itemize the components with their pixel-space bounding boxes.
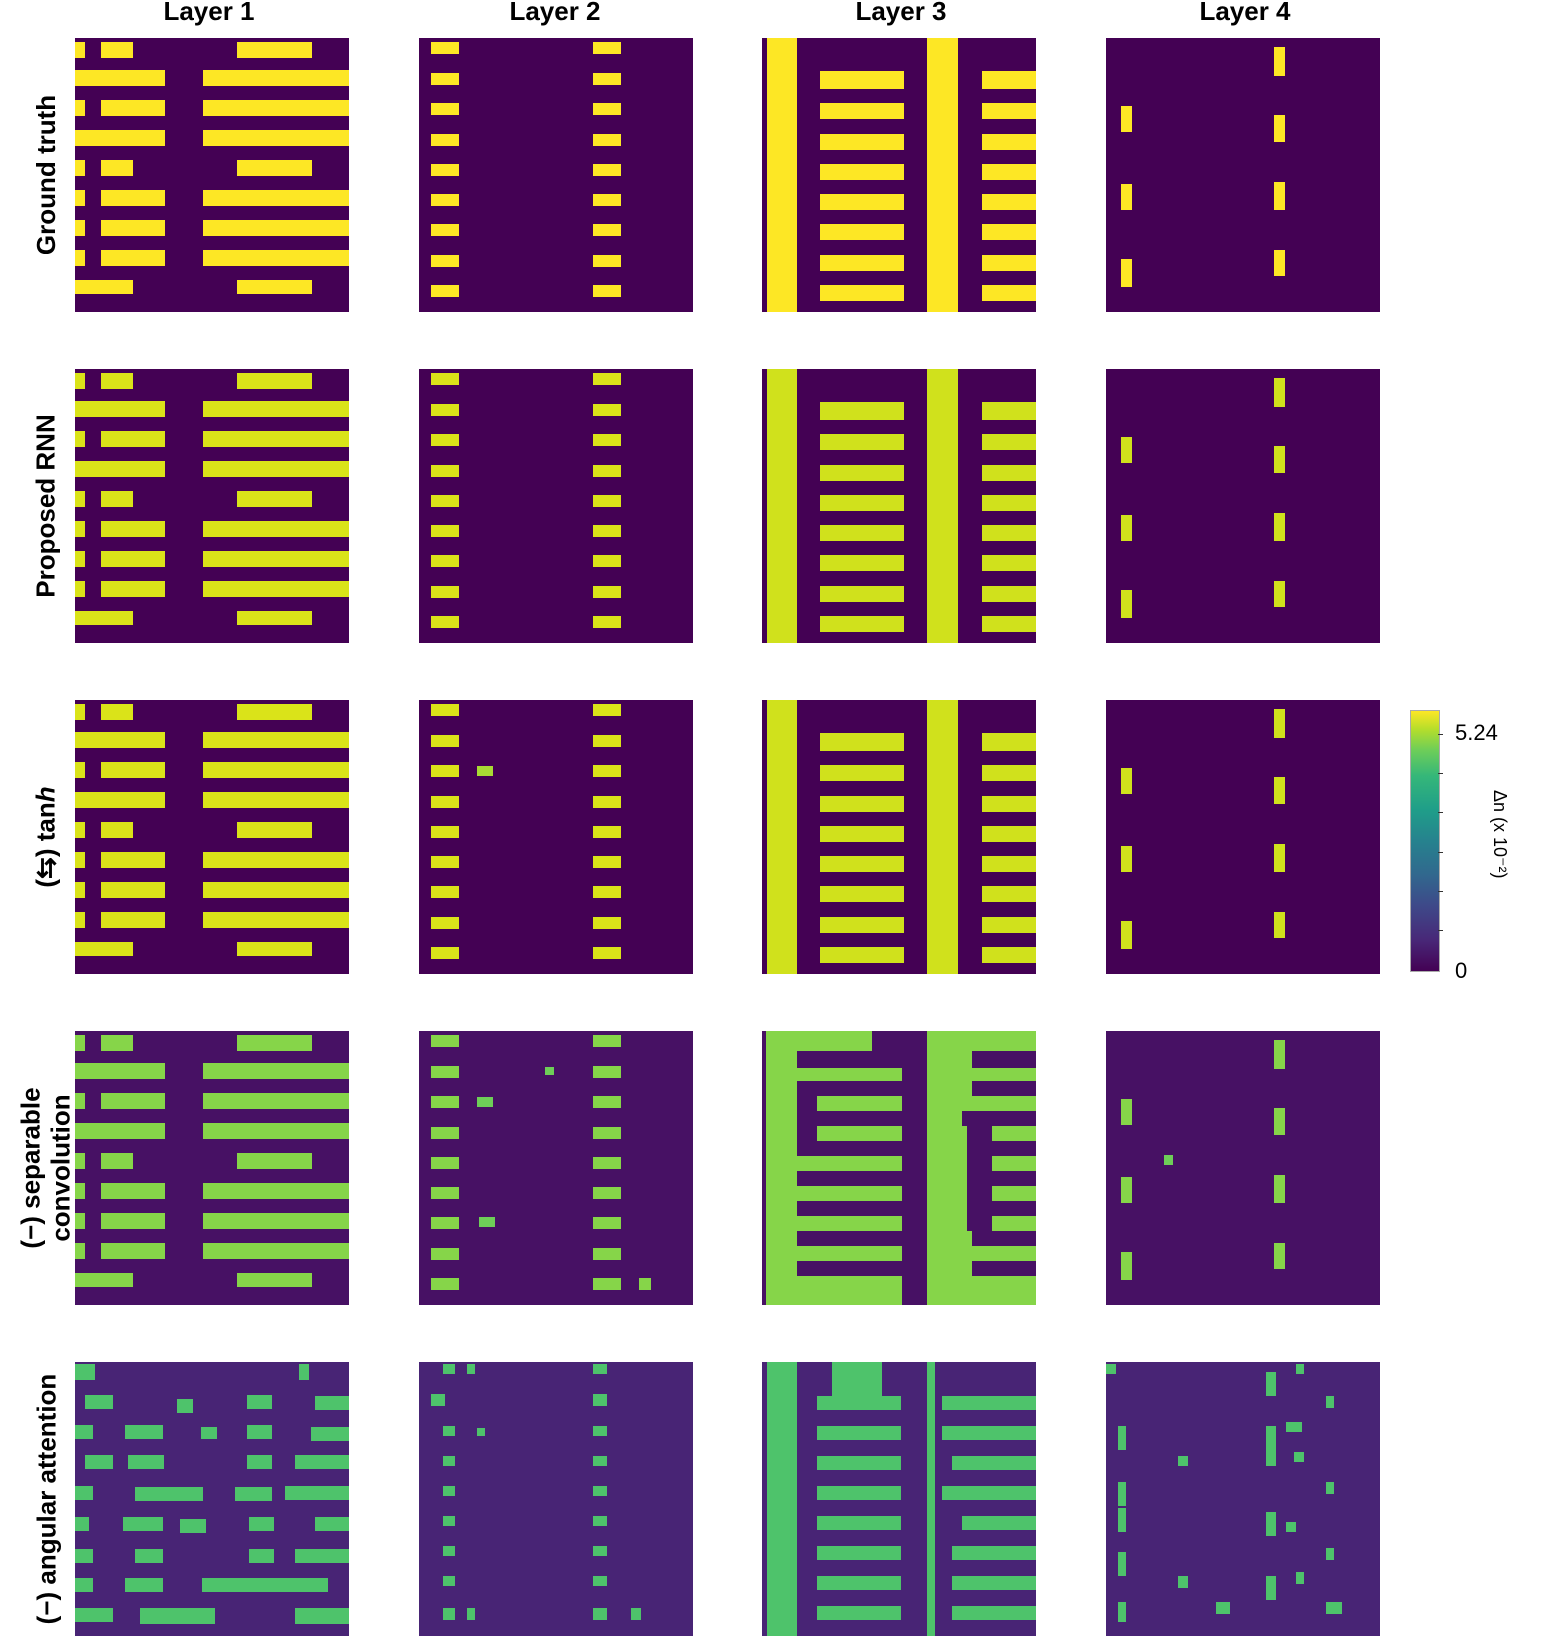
column-title-layer-1: Layer 1 xyxy=(163,0,255,26)
panel-tanh-layer-2 xyxy=(419,700,693,974)
panel-proposed-rnn-layer-2 xyxy=(419,369,693,643)
panel-angular-attention-layer-4 xyxy=(1106,1362,1380,1636)
panel-tanh-layer-3 xyxy=(762,700,1036,974)
panel-angular-attention-layer-2 xyxy=(419,1362,693,1636)
column-title-layer-2: Layer 2 xyxy=(509,0,601,26)
panel-ground-truth-layer-3 xyxy=(762,38,1036,312)
panel-tanh-layer-4 xyxy=(1106,700,1380,974)
panel-proposed-rnn-layer-1 xyxy=(75,369,349,643)
column-title-layer-3: Layer 3 xyxy=(855,0,947,26)
colorbar-tick xyxy=(1438,891,1443,892)
colorbar-tick xyxy=(1438,930,1443,931)
panel-ground-truth-layer-2 xyxy=(419,38,693,312)
panel-tanh-layer-1 xyxy=(75,700,349,974)
column-title-layer-4: Layer 4 xyxy=(1199,0,1291,26)
panel-angular-attention-layer-1 xyxy=(75,1362,349,1636)
colorbar xyxy=(1410,710,1440,972)
panel-separable-convolution-layer-4 xyxy=(1106,1031,1380,1305)
panel-separable-convolution-layer-1 xyxy=(75,1031,349,1305)
panel-separable-convolution-layer-2 xyxy=(419,1031,693,1305)
panel-angular-attention-layer-3 xyxy=(762,1362,1036,1636)
colorbar-tick xyxy=(1438,773,1443,774)
panel-separable-convolution-layer-3 xyxy=(762,1031,1036,1305)
colorbar-tick xyxy=(1438,734,1443,735)
colorbar-tick xyxy=(1438,812,1443,813)
panel-ground-truth-layer-4 xyxy=(1106,38,1380,312)
colorbar-tick xyxy=(1438,852,1443,853)
colorbar-max-label: 5.24 xyxy=(1455,720,1498,745)
panel-proposed-rnn-layer-3 xyxy=(762,369,1036,643)
panel-ground-truth-layer-1 xyxy=(75,38,349,312)
colorbar-axis-label: Δn (x 10⁻²) xyxy=(1490,790,1510,879)
panel-proposed-rnn-layer-4 xyxy=(1106,369,1380,643)
colorbar-min-label: 0 xyxy=(1455,958,1468,983)
